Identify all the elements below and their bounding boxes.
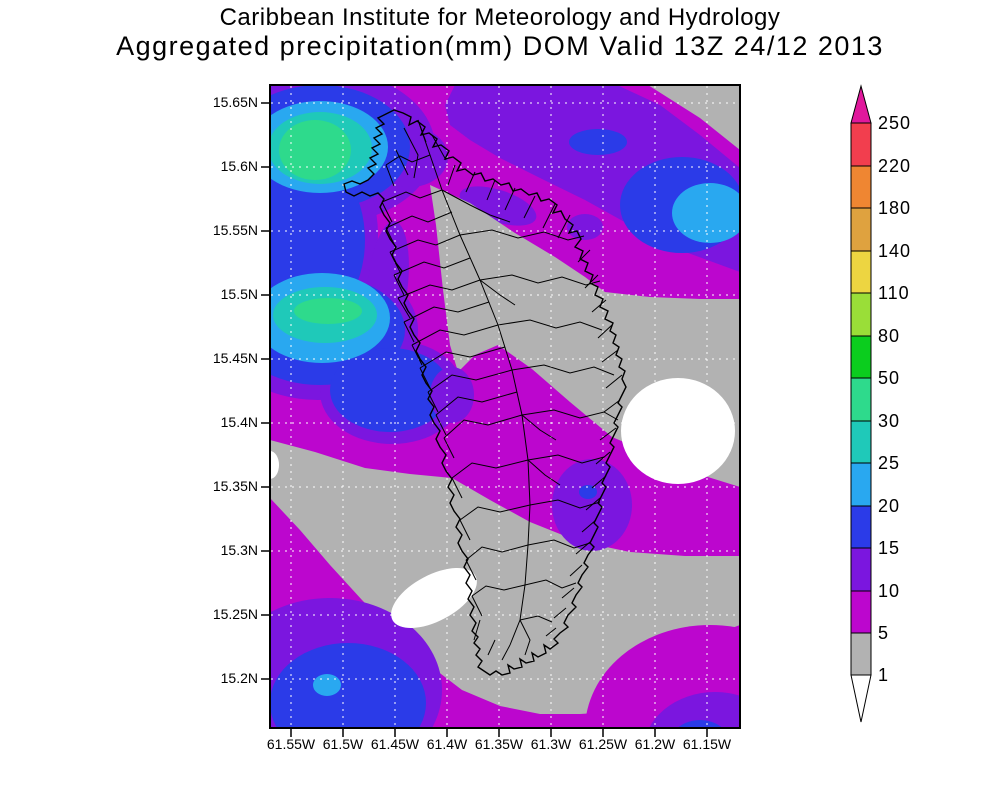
colorbar-segment — [850, 250, 872, 294]
contour-band-30-50 — [279, 120, 362, 324]
colorbar-segment — [850, 207, 872, 252]
colorbar-segment — [850, 165, 872, 209]
colorbar-segment — [850, 590, 872, 634]
colorbar-arrow-up — [850, 84, 872, 124]
colorbar-segment — [850, 377, 872, 422]
colorbar-segment — [850, 547, 872, 592]
colorbar-segment — [850, 292, 872, 337]
colorbar-segment — [850, 505, 872, 549]
colorbar-segment — [850, 462, 872, 507]
axis-tick-marks — [261, 102, 708, 737]
title-institution: Caribbean Institute for Meteorology and … — [219, 4, 781, 31]
island-dominica — [343, 109, 627, 676]
colorbar — [850, 84, 872, 723]
watershed-lines-west — [381, 154, 531, 597]
colorbar-arrow-down — [850, 674, 872, 723]
colorbar-segment — [850, 122, 872, 167]
map-frame — [269, 84, 741, 729]
contour-field — [270, 85, 740, 728]
plot-titles: Caribbean Institute for Meteorology and … — [0, 0, 1000, 61]
colorbar-segments — [850, 122, 872, 676]
watershed-lines-coastal-cells — [381, 119, 623, 661]
colorbar-segment — [850, 335, 872, 379]
colorbar-segment — [850, 420, 872, 464]
title-product: Aggregated precipitation(mm) DOM Valid 1… — [116, 31, 884, 61]
bottom-right-maximum — [585, 625, 740, 728]
watershed-lines-east — [459, 229, 619, 623]
colorbar-segment — [850, 632, 872, 676]
